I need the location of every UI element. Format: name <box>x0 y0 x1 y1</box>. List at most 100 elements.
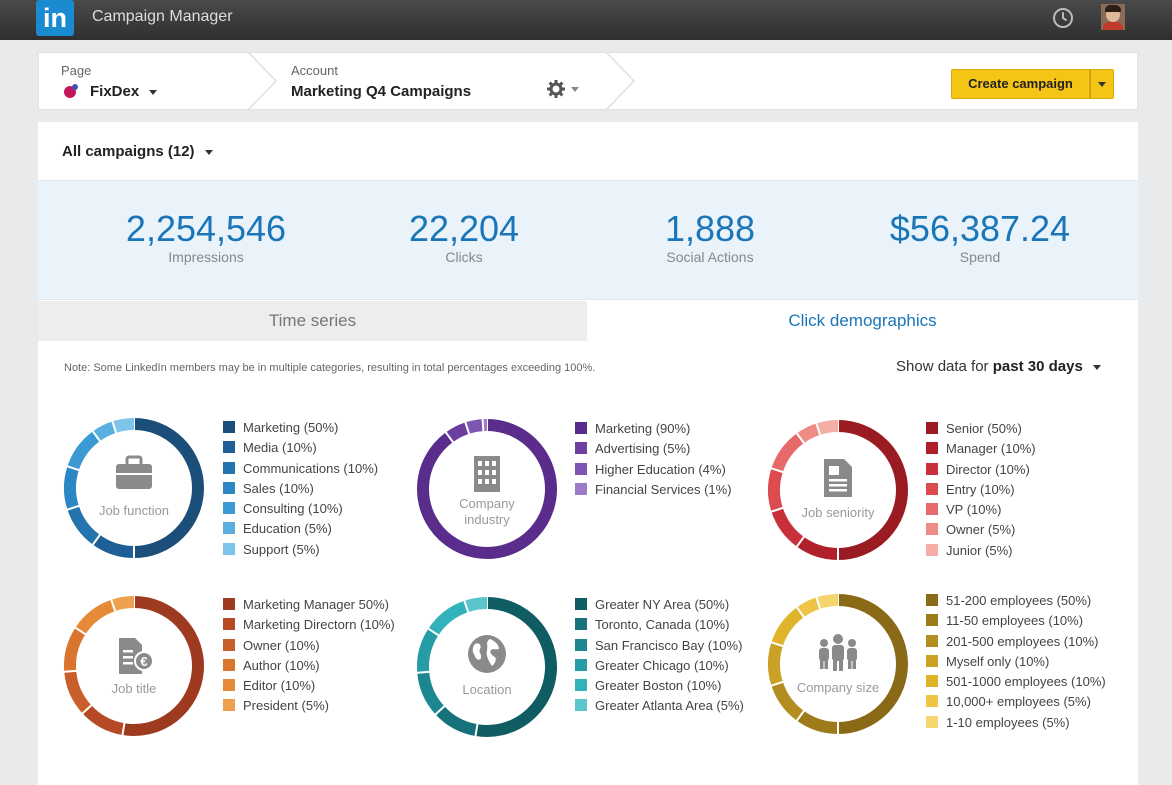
legend-item: Greater Boston (10%) <box>575 678 744 698</box>
campaign-filter-label: All campaigns (12) <box>62 143 195 160</box>
legend-label: Financial Services (1%) <box>595 481 732 497</box>
legend-label: Consulting (10%) <box>243 501 343 517</box>
legend-swatch <box>926 594 938 606</box>
donut-label: Location <box>462 682 512 697</box>
legend-swatch <box>926 654 938 667</box>
donut-ring <box>64 417 204 559</box>
top-bar: in Campaign Manager <box>0 0 1172 40</box>
gear-icon <box>547 80 565 98</box>
chevron-down-icon <box>149 89 158 95</box>
legend-label: Entry (10%) <box>946 481 1015 497</box>
legend-label: VP (10%) <box>946 502 1002 518</box>
demographics-note: Note: Some LinkedIn members may be in mu… <box>64 362 596 374</box>
legend-item: Editor (10%) <box>223 678 395 698</box>
legend-item: Communications (10%) <box>223 461 378 481</box>
legend-label: Greater Atlanta Area (5%) <box>595 698 744 714</box>
legend-swatch <box>575 638 587 651</box>
donut-label: Job title <box>111 681 157 696</box>
legend-item: Advertising (5%) <box>575 441 732 461</box>
chevron-down-icon <box>1098 82 1106 87</box>
building-icon <box>474 456 500 492</box>
linkedin-logo[interactable]: in <box>36 0 74 36</box>
stat-label: Impressions <box>168 249 244 265</box>
clock-icon[interactable] <box>1051 6 1075 30</box>
donut-segment <box>464 597 488 613</box>
legend-swatch <box>223 679 235 692</box>
donut-segment <box>796 536 839 560</box>
legend-label: Manager (10%) <box>946 441 1036 457</box>
tab-click-demographics[interactable]: Click demographics <box>587 301 1138 341</box>
legend-label: Sales (10%) <box>243 480 314 496</box>
legend-company-size: 51-200 employees (50%) 11-50 employees (1… <box>926 593 1106 735</box>
donut-label: Company size <box>796 680 880 695</box>
legend-item: Financial Services (1%) <box>575 482 732 502</box>
legend-swatch <box>223 441 235 454</box>
legend-label: Owner (5%) <box>946 522 1016 538</box>
briefcase-icon <box>116 455 152 489</box>
legend-item: Owner (10%) <box>223 638 395 658</box>
donut-segment <box>768 642 783 686</box>
donut-segment <box>64 466 79 510</box>
legend-swatch <box>926 543 938 556</box>
legend-swatch <box>926 462 938 475</box>
legend-item: Greater Atlanta Area (5%) <box>575 698 744 718</box>
legend-swatch <box>926 634 938 647</box>
donut-label: Job function <box>98 503 170 518</box>
legend-swatch <box>223 502 235 515</box>
page-name: FixDex <box>90 83 140 100</box>
legend-swatch <box>575 598 587 610</box>
campaign-panel: All campaigns (12) 2,254,546 Impressions… <box>38 122 1138 785</box>
campaign-filter[interactable]: All campaigns (12) <box>62 143 213 160</box>
chevron-down-icon <box>1092 364 1101 370</box>
stat-label: Spend <box>959 249 1001 265</box>
legend-swatch <box>575 618 587 631</box>
legend-item: Marketing (90%) <box>575 421 732 441</box>
legend-job-title: Marketing Manager 50%) Marketing Director… <box>223 597 395 719</box>
donut-label: Company industry <box>459 496 515 527</box>
legend-swatch <box>926 715 938 728</box>
create-campaign-dropdown[interactable] <box>1090 69 1114 99</box>
legend-label: 501-1000 employees (10%) <box>946 674 1106 690</box>
legend-label: Marketing (50%) <box>243 420 339 435</box>
donut-segment <box>771 433 805 473</box>
legend-label: Advertising (5%) <box>595 441 691 457</box>
create-campaign-button[interactable]: Create campaign <box>951 69 1090 99</box>
legend-label: Media (10%) <box>243 440 317 456</box>
legend-label: 10,000+ employees (5%) <box>946 694 1091 710</box>
account-label: Account <box>291 63 338 78</box>
period-selector[interactable]: Show data for past 30 days <box>896 358 1101 375</box>
donut-segment <box>64 627 86 672</box>
legend-item: 201-500 employees (10%) <box>926 634 1106 654</box>
legend-label: Editor (10%) <box>243 678 316 694</box>
segment-divider <box>474 723 479 738</box>
breadcrumb: Page FixDex Account Marketing Q4 Campaig… <box>38 52 1138 110</box>
page-selector[interactable]: FixDex <box>90 83 158 100</box>
tab-time-series[interactable]: Time series <box>38 301 587 341</box>
settings-menu[interactable] <box>547 80 580 98</box>
donut-label: Job seniority <box>801 505 875 520</box>
legend-item: Manager (10%) <box>926 441 1036 461</box>
legend-label: Owner (10%) <box>243 637 320 653</box>
legend-swatch <box>575 462 587 475</box>
legend-swatch <box>223 481 235 494</box>
account-name[interactable]: Marketing Q4 Campaigns <box>291 83 472 100</box>
legend-label: Myself only (10%) <box>946 653 1050 669</box>
stat-value: 2,254,546 <box>125 208 287 249</box>
legend-label: Greater NY Area (50%) <box>595 597 730 612</box>
title-doc-icon: € <box>119 638 154 674</box>
legend-item: Toronto, Canada (10%) <box>575 617 744 637</box>
legend-item: 10,000+ employees (5%) <box>926 694 1106 714</box>
legend-label: Marketing Manager 50%) <box>243 597 389 612</box>
segment-divider <box>66 465 81 472</box>
segment-divider <box>110 598 117 613</box>
donut-segment <box>796 597 821 618</box>
legend-item: Consulting (10%) <box>223 501 378 521</box>
donut-ring <box>416 596 557 738</box>
legend-item: San Francisco Bay (10%) <box>575 638 744 658</box>
legend-label: 11-50 employees (10%) <box>946 613 1084 629</box>
segment-divider <box>481 418 485 433</box>
user-avatar[interactable] <box>1101 4 1125 30</box>
globe-icon <box>468 635 506 673</box>
legend-swatch <box>223 618 235 631</box>
stat-value: $56,387.24 <box>889 208 1071 249</box>
